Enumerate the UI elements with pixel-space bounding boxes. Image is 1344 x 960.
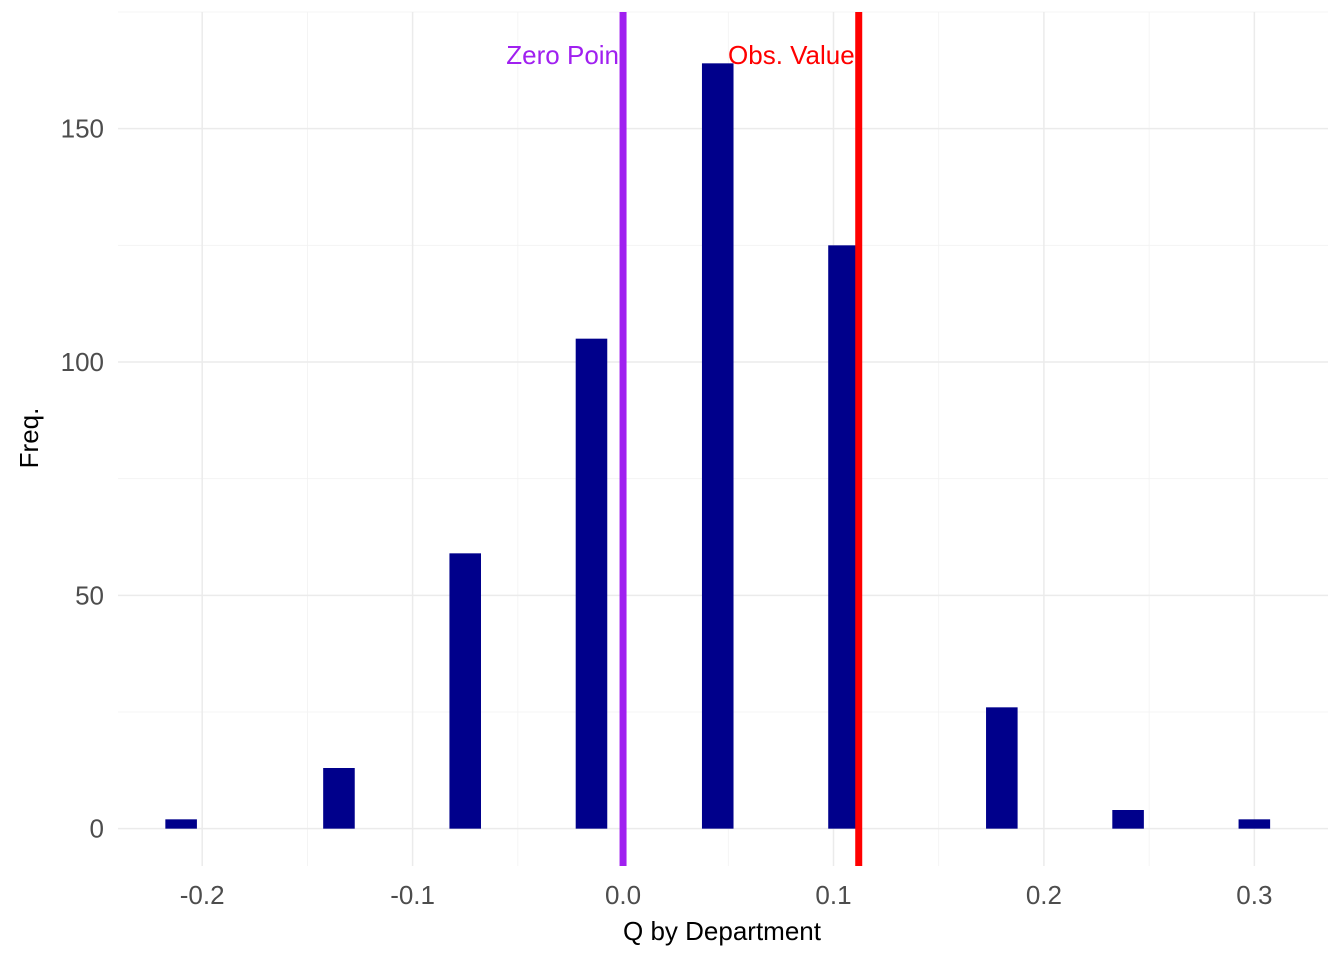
reference-lines: Zero Poin Obs. Value [506, 12, 863, 866]
y-tick-label: 50 [75, 580, 104, 610]
histogram-bar [323, 768, 355, 829]
x-tick-label: 0.1 [815, 880, 851, 910]
y-tick-label: 0 [90, 814, 104, 844]
y-tick-label: 150 [61, 114, 104, 144]
x-tick-label: -0.2 [180, 880, 225, 910]
y-tick-label: 100 [61, 347, 104, 377]
y-axis-tick-labels: 0 50 100 150 [61, 114, 104, 844]
histogram-bar [828, 245, 860, 829]
x-tick-label: -0.1 [390, 880, 435, 910]
x-tick-label: 0.0 [605, 880, 641, 910]
histogram-bars [165, 63, 1271, 829]
x-axis-tick-labels: -0.2 -0.1 0.0 0.1 0.2 0.3 [180, 880, 1273, 910]
histogram-bar [986, 707, 1018, 829]
x-tick-label: 0.3 [1236, 880, 1272, 910]
histogram-bar [1112, 810, 1144, 829]
x-axis-title: Q by Department [623, 916, 822, 946]
y-axis-title: Freq. [14, 408, 44, 469]
histogram-bar [449, 553, 481, 829]
histogram-bar [701, 63, 734, 829]
histogram-bar [1238, 819, 1271, 829]
x-tick-label: 0.2 [1026, 880, 1062, 910]
reference-line-label: Zero Poin [506, 40, 619, 70]
reference-line-label: Obs. Value [728, 40, 855, 70]
histogram-bar [165, 819, 197, 829]
histogram-bar [575, 338, 608, 829]
